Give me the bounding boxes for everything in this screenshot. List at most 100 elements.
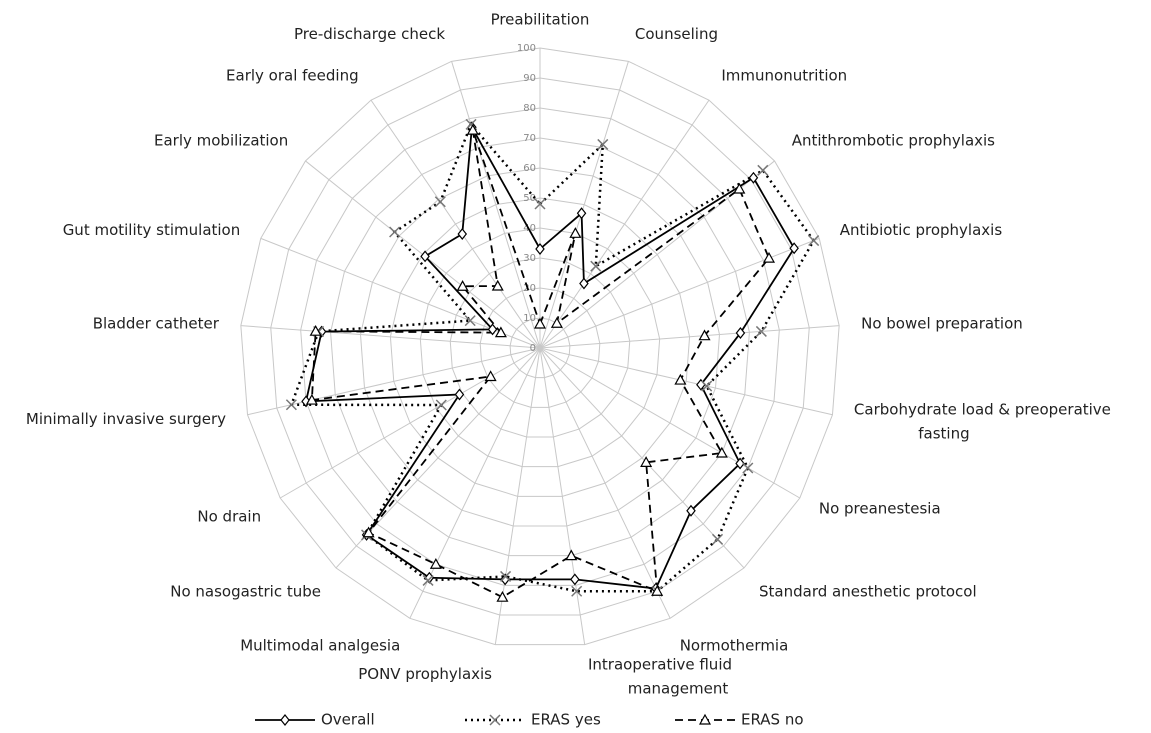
spoke: [247, 347, 541, 416]
series-line: [289, 122, 816, 593]
category-label: No preanestesia: [819, 500, 941, 518]
marker-triangle: [491, 279, 504, 291]
category-label: Pre-discharge check: [294, 25, 445, 43]
marker-x: [571, 585, 583, 597]
marker-triangle: [762, 251, 776, 263]
series-line: [304, 124, 796, 590]
category-label: No drain: [197, 508, 261, 526]
marker-diamond: [748, 171, 759, 184]
marker-diamond: [454, 388, 465, 401]
category-label: PONV prophylaxis: [358, 665, 492, 683]
marker-x: [808, 235, 820, 247]
r-tick-label: 0: [530, 343, 536, 354]
marker-diamond: [280, 714, 290, 726]
marker-triangle: [565, 549, 578, 561]
category-label: Early oral feeding: [226, 66, 359, 84]
marker-x: [389, 226, 401, 238]
marker-x: [711, 533, 724, 545]
category-label: Counseling: [635, 25, 718, 43]
marker-triangle: [651, 585, 664, 596]
marker-triangle: [715, 446, 728, 458]
category-label: Antithrombotic prophylaxis: [792, 132, 995, 150]
marker-triangle: [496, 590, 509, 602]
spoke: [451, 61, 541, 349]
marker-x: [500, 570, 512, 582]
spoke: [539, 237, 820, 349]
category-label: Intraoperative fluid management: [588, 655, 732, 697]
marker-x: [701, 380, 713, 392]
marker-triangle: [733, 182, 746, 194]
marker-triangle: [533, 317, 547, 329]
spoke: [539, 99, 710, 349]
legend-label: ERAS no: [741, 711, 804, 729]
marker-triangle: [698, 329, 711, 341]
category-label: Carbohydrate load & preoperative fasting: [854, 400, 1111, 442]
marker-diamond: [579, 277, 589, 290]
r-tick-label: 10: [523, 313, 536, 324]
marker-triangle: [456, 280, 469, 291]
grid-ring: [300, 107, 780, 586]
marker-x: [534, 198, 546, 210]
spoke: [539, 347, 671, 619]
spoke: [539, 347, 586, 645]
marker-x: [757, 164, 769, 176]
marker-diamond: [576, 207, 587, 220]
marker-triangle: [362, 526, 375, 538]
spoke: [370, 99, 541, 349]
r-tick-label: 100: [517, 43, 536, 54]
r-tick-label: 40: [523, 223, 536, 234]
category-label: Antibiotic prophylaxis: [840, 221, 1003, 239]
marker-x: [489, 714, 501, 726]
marker-x: [597, 138, 609, 150]
marker-x: [590, 260, 602, 272]
category-label: Early mobilization: [154, 132, 288, 150]
marker-triangle: [698, 713, 712, 725]
category-label: Multimodal analgesia: [240, 637, 400, 655]
r-tick-label: 30: [523, 253, 536, 264]
r-tick-label: 20: [523, 283, 536, 294]
grid-ring: [449, 257, 631, 438]
marker-diamond: [420, 250, 430, 263]
marker-triangle: [429, 557, 442, 569]
grid-ring: [509, 317, 571, 379]
marker-diamond: [570, 573, 580, 586]
legend-label: ERAS yes: [531, 711, 601, 729]
category-label: Immunonutrition: [721, 66, 847, 84]
grid-ring: [389, 197, 691, 497]
marker-x: [422, 574, 434, 586]
marker-triangle: [305, 393, 318, 405]
spoke: [279, 347, 541, 499]
r-tick-label: 60: [523, 163, 536, 174]
spoke: [539, 61, 629, 349]
category-label: No bowel preparation: [861, 314, 1023, 332]
marker-diamond: [735, 457, 745, 470]
spoke: [539, 347, 833, 416]
marker-triangle: [484, 370, 497, 382]
category-label: Gut motility stimulation: [63, 221, 241, 239]
category-label: Normothermia: [680, 637, 789, 655]
category-label: Standard anesthetic protocol: [759, 583, 977, 601]
marker-triangle: [569, 227, 582, 238]
spoke: [240, 325, 541, 349]
marker-triangle: [674, 373, 687, 385]
category-label: Minimally invasive surgery: [26, 410, 226, 428]
marker-triangle: [466, 123, 479, 135]
marker-diamond: [457, 228, 468, 240]
r-tick-label: 50: [523, 193, 536, 204]
marker-diamond: [487, 323, 498, 336]
series-line: [310, 129, 771, 599]
r-tick-label: 70: [523, 133, 536, 144]
r-tick-label: 80: [523, 103, 536, 114]
marker-diamond: [535, 243, 545, 255]
marker-diamond: [789, 242, 799, 255]
marker-triangle: [309, 324, 322, 336]
r-tick-label: 90: [523, 73, 536, 84]
category-label: Preabilitation: [491, 11, 590, 29]
marker-triangle: [550, 316, 563, 328]
grid-ring: [270, 77, 810, 616]
marker-diamond: [686, 504, 696, 517]
grid-ring: [240, 47, 840, 646]
category-label: No nasogastric tube: [170, 583, 321, 601]
marker-x: [285, 399, 297, 411]
